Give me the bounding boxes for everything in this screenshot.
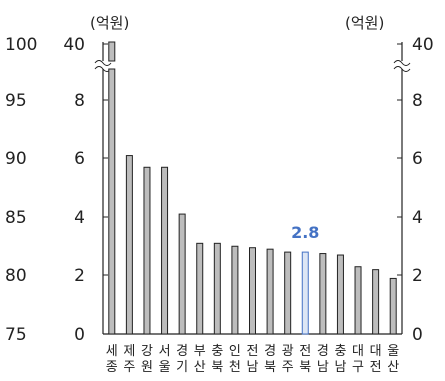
category-label: 울 [387, 344, 399, 359]
outer-left-tick-label: 75 [5, 325, 27, 345]
category-label: 제 [123, 344, 135, 359]
outer-left-tick-label: 80 [5, 266, 27, 286]
category-label: 천 [229, 360, 241, 375]
highlight-data-label: 2.8 [291, 223, 319, 242]
outer-left-tick-label: 100 [5, 35, 37, 55]
category-label: 기 [176, 360, 188, 375]
bar [196, 242, 204, 335]
category-label: 주 [123, 360, 135, 375]
category-label: 충 [334, 344, 346, 359]
y-tick-label: 2 [74, 266, 85, 286]
category-label: 경 [317, 344, 329, 359]
category-label: 남 [247, 360, 259, 375]
category-label: 남 [334, 360, 346, 375]
category-label: 대 [370, 344, 382, 359]
bar [336, 254, 344, 335]
right-tick-label: 40 [412, 35, 434, 55]
bar [231, 245, 239, 335]
category-label: 인 [229, 344, 241, 359]
bar [354, 266, 362, 335]
category-label: 세 [106, 344, 118, 359]
bar [143, 166, 151, 335]
bar [319, 253, 327, 335]
bar [161, 166, 169, 335]
category-label: 구 [352, 360, 364, 375]
left-break-upper [94, 60, 112, 66]
right-tick-label: 2 [412, 266, 423, 286]
outer-left-tick-label: 85 [5, 208, 27, 228]
category-label: 산 [194, 360, 206, 375]
bar [125, 155, 133, 335]
y-tick-label: 8 [74, 91, 85, 111]
category-label: 종 [106, 360, 118, 375]
right-tick-label: 4 [412, 208, 423, 228]
right-unit-label: (억원) [345, 14, 384, 32]
category-label: 남 [317, 360, 329, 375]
category-label: 전 [370, 360, 382, 375]
bar [284, 251, 292, 335]
category-label: 전 [247, 344, 259, 359]
category-label: 전 [299, 344, 311, 359]
right-tick-label: 6 [412, 149, 423, 169]
bar [108, 41, 116, 62]
category-label: 강 [141, 344, 153, 359]
category-label: 산 [387, 360, 399, 375]
bars: 2.8 [108, 41, 397, 335]
bar [266, 248, 274, 335]
y-tick-label: 40 [63, 35, 85, 55]
bar [178, 213, 186, 335]
left-unit-label: (억원) [90, 14, 129, 32]
bar [213, 242, 221, 335]
bar [301, 251, 309, 335]
y-tick-label: 0 [74, 325, 85, 345]
bar [249, 247, 256, 335]
category-label: 충 [211, 344, 223, 359]
category-label: 북 [211, 360, 223, 375]
category-label: 원 [141, 360, 153, 375]
bar [389, 277, 397, 335]
category-label: 부 [194, 344, 206, 359]
y-tick-label: 6 [74, 149, 85, 169]
category-label: 경 [176, 344, 188, 359]
category-label: 북 [299, 360, 311, 375]
category-label: 주 [282, 360, 294, 375]
right-tick-label: 8 [412, 91, 423, 111]
right-break-upper [393, 60, 411, 66]
right-break-lower [393, 66, 411, 72]
bar [108, 68, 116, 335]
category-label: 울 [159, 360, 171, 375]
category-label: 북 [264, 360, 276, 375]
category-label: 대 [352, 344, 364, 359]
category-label: 경 [264, 344, 276, 359]
y-tick-label: 4 [74, 208, 85, 228]
outer-left-tick-label: 95 [5, 91, 27, 111]
bar [372, 269, 380, 335]
right-tick-label: 0 [412, 325, 423, 345]
outer-left-tick-label: 90 [5, 149, 27, 169]
category-label: 서 [159, 344, 171, 359]
category-label: 광 [282, 344, 294, 359]
